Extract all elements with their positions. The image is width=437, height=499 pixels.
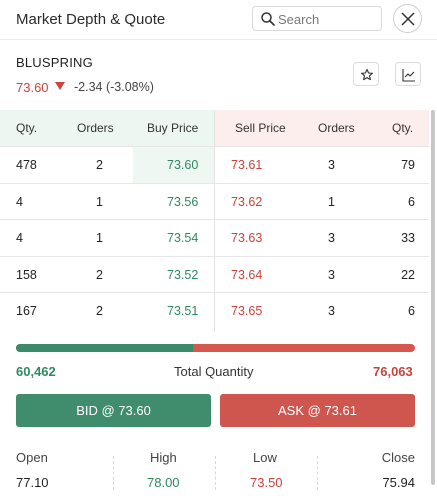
- search-placeholder: Search: [278, 12, 320, 27]
- low-value: 73.50: [250, 475, 283, 490]
- total-bid-qty: 60,462: [16, 364, 56, 379]
- close-button[interactable]: [393, 4, 422, 33]
- table-row[interactable]: 158 2 73.52 73.64 3 22: [0, 255, 429, 293]
- bid-orders: 2: [96, 267, 103, 282]
- bid-orders: 2: [96, 158, 103, 172]
- close-label: Close: [381, 450, 415, 465]
- ask-qty: 6: [408, 194, 415, 209]
- bid-orders: 1: [96, 194, 103, 209]
- bid-qty: 158: [16, 267, 37, 282]
- col-sell-price: Sell Price: [235, 121, 286, 135]
- bid-qty: 4: [16, 194, 23, 209]
- bid-button[interactable]: BID @ 73.60: [16, 394, 211, 427]
- ohlc-divider: [215, 456, 216, 490]
- open-label: Open: [16, 450, 48, 465]
- ask-orders: 3: [328, 267, 335, 282]
- buy-price: 73.60: [167, 158, 199, 172]
- ask-orders: 3: [328, 231, 335, 245]
- ask-orders: 3: [328, 158, 335, 172]
- sell-price: 73.64: [231, 267, 263, 282]
- column-divider: [214, 110, 215, 332]
- low-label: Low: [253, 450, 277, 465]
- close-value: 75.94: [382, 475, 415, 490]
- col-bid-qty: Qty.: [16, 121, 38, 135]
- col-buy-price: Buy Price: [147, 121, 199, 135]
- scrollbar[interactable]: [431, 110, 435, 485]
- col-ask-orders: Orders: [318, 121, 355, 135]
- buy-price: 73.56: [167, 194, 199, 209]
- col-ask-qty: Qty.: [392, 121, 414, 135]
- bid-qty: 4: [16, 231, 23, 245]
- close-icon: [401, 12, 415, 26]
- bid-orders: 2: [96, 304, 103, 318]
- buy-price: 73.51: [167, 304, 199, 318]
- watchlist-button[interactable]: [353, 62, 379, 86]
- buy-price: 73.54: [167, 231, 199, 245]
- price-change: -2.34 (-3.08%): [74, 80, 154, 94]
- search-icon: [260, 11, 276, 27]
- market-depth-table: Qty. Orders Buy Price Sell Price Orders …: [0, 110, 429, 332]
- sell-price: 73.62: [231, 194, 263, 209]
- stock-symbol: BLUSPRING: [16, 55, 93, 70]
- sell-price: 73.63: [231, 231, 263, 245]
- last-traded-price: 73.60: [16, 80, 49, 95]
- bid-ratio-fill: [16, 344, 193, 352]
- quantity-ratio-bar: [16, 344, 415, 352]
- total-qty-label: Total Quantity: [174, 364, 254, 379]
- ask-qty: 6: [408, 304, 415, 318]
- down-arrow-icon: [55, 82, 65, 90]
- ohlc-divider: [317, 456, 318, 490]
- ask-orders: 3: [328, 304, 335, 318]
- header: Market Depth & Quote Search: [0, 0, 437, 40]
- chart-icon: [402, 69, 415, 82]
- sell-price: 73.61: [231, 158, 263, 172]
- total-ask-qty: 76,063: [373, 364, 413, 379]
- ask-orders: 1: [328, 194, 335, 209]
- ohlc-divider: [113, 456, 114, 490]
- open-value: 77.10: [16, 475, 49, 490]
- bid-qty: 478: [16, 158, 37, 172]
- sell-price: 73.65: [231, 304, 263, 318]
- ask-qty: 79: [401, 158, 415, 172]
- star-icon: [361, 68, 373, 81]
- ask-button[interactable]: ASK @ 73.61: [220, 394, 415, 427]
- chart-button[interactable]: [395, 62, 421, 86]
- high-value: 78.00: [147, 475, 180, 490]
- buy-price: 73.52: [167, 267, 199, 282]
- bid-orders: 1: [96, 231, 103, 245]
- ask-qty: 22: [401, 267, 415, 282]
- col-bid-orders: Orders: [77, 121, 114, 135]
- page-title: Market Depth & Quote: [16, 11, 166, 28]
- bid-qty: 167: [16, 304, 37, 318]
- search-input[interactable]: Search: [252, 6, 382, 31]
- depth-header: Qty. Orders Buy Price Sell Price Orders …: [0, 110, 429, 146]
- high-label: High: [150, 450, 177, 465]
- ask-qty: 33: [401, 231, 415, 245]
